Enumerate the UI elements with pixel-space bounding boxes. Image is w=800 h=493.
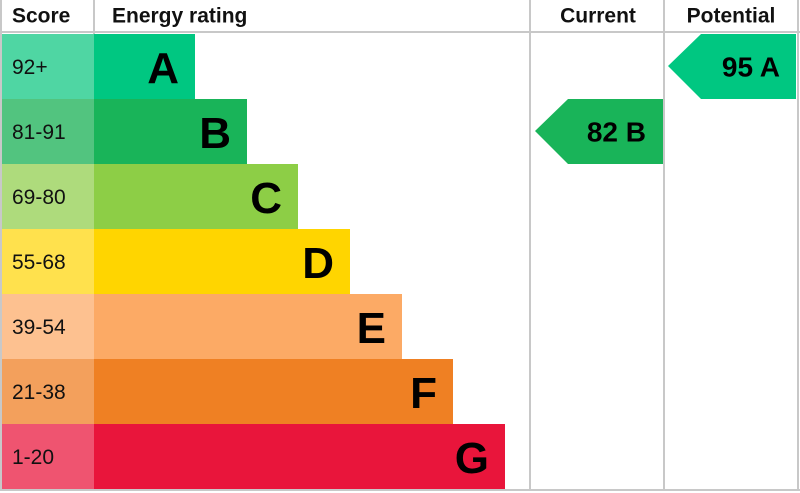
potential-label: 95 A — [722, 52, 780, 83]
rating-letter: C — [250, 174, 282, 223]
score-cell — [0, 294, 94, 359]
score-label: 81-91 — [12, 121, 66, 144]
score-label: 39-54 — [12, 316, 66, 339]
rating-bar — [94, 294, 402, 359]
score-cell — [0, 99, 94, 164]
rating-letter: B — [199, 109, 231, 158]
current-label: 82 B — [587, 117, 646, 148]
rating-letter: F — [410, 369, 437, 418]
rating-letter: A — [147, 44, 179, 93]
header-potential: Potential — [687, 5, 776, 28]
rating-letter: G — [455, 434, 489, 483]
score-cell — [0, 164, 94, 229]
score-label: 55-68 — [12, 251, 66, 274]
header-energy-rating: Energy rating — [112, 5, 247, 28]
rating-bar — [94, 229, 350, 294]
rating-bar — [94, 99, 247, 164]
rating-letter: D — [302, 239, 334, 288]
rating-bar — [94, 424, 505, 489]
score-label: 69-80 — [12, 186, 66, 209]
header-current: Current — [560, 5, 636, 28]
score-label: 1-20 — [12, 446, 54, 469]
score-cell — [0, 34, 94, 99]
score-label: 92+ — [12, 56, 48, 79]
score-cell — [0, 359, 94, 424]
potential-arrow — [668, 34, 796, 99]
score-cell — [0, 229, 94, 294]
header-score: Score — [12, 5, 70, 28]
rating-bar — [94, 359, 453, 424]
current-arrow — [535, 99, 663, 164]
score-label: 21-38 — [12, 381, 66, 404]
rating-bar — [94, 164, 298, 229]
rating-letter: E — [357, 304, 386, 353]
score-cell — [0, 424, 94, 489]
rating-bar — [94, 34, 195, 99]
